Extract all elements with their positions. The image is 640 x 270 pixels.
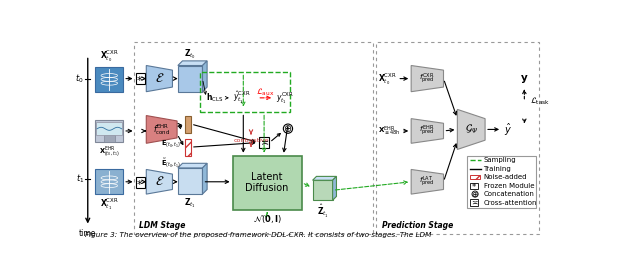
Polygon shape — [147, 116, 177, 143]
Text: Latent
Diffusion: Latent Diffusion — [246, 172, 289, 193]
Bar — [95, 67, 123, 92]
Polygon shape — [178, 168, 202, 194]
Polygon shape — [147, 66, 172, 92]
Polygon shape — [178, 163, 207, 168]
Text: Sampling: Sampling — [484, 157, 516, 163]
Circle shape — [284, 124, 292, 133]
Polygon shape — [312, 176, 337, 180]
Polygon shape — [411, 119, 444, 143]
Text: $\tilde{\mathbf{E}}_{(t_0,t_1)}$: $\tilde{\mathbf{E}}_{(t_0,t_1)}$ — [161, 157, 182, 170]
Polygon shape — [178, 66, 202, 92]
Text: $\mathbf{y}$: $\mathbf{y}$ — [520, 73, 529, 85]
Text: $\hat{y}$: $\hat{y}$ — [504, 121, 512, 137]
Text: $f^{\mathrm{EHR}}_{\mathrm{cond}}$: $f^{\mathrm{EHR}}_{\mathrm{cond}}$ — [153, 122, 170, 137]
Polygon shape — [458, 109, 485, 149]
Text: $\mathcal{L}_{\mathrm{task}}$: $\mathcal{L}_{\mathrm{task}}$ — [530, 96, 550, 107]
Text: $\asymp$: $\asymp$ — [470, 198, 479, 207]
Text: $\mathbf{X}^{\mathrm{EHR}}_{\leq 48\mathrm{h}}$: $\mathbf{X}^{\mathrm{EHR}}_{\leq 48\math… — [378, 124, 401, 138]
Polygon shape — [333, 176, 337, 200]
Text: Noise-added: Noise-added — [484, 174, 527, 180]
Text: $\oplus$: $\oplus$ — [471, 190, 479, 199]
Polygon shape — [411, 66, 444, 92]
Text: Frozen Module: Frozen Module — [484, 183, 534, 189]
Bar — [95, 170, 123, 194]
Text: $\mathbf{Z}_{t_1}$: $\mathbf{Z}_{t_1}$ — [184, 196, 196, 210]
Text: $\mathcal{N}(\mathbf{0},\mathbf{I})$: $\mathcal{N}(\mathbf{0},\mathbf{I})$ — [253, 213, 282, 225]
Text: $f^{\mathrm{CXR}}_{\mathrm{pred}}$: $f^{\mathrm{CXR}}_{\mathrm{pred}}$ — [419, 71, 435, 86]
Text: $\hat{\mathbf{Z}}_{t_1}$: $\hat{\mathbf{Z}}_{t_1}$ — [317, 203, 328, 220]
Text: contrastive: contrastive — [233, 138, 269, 143]
Text: $\mathcal{E}$: $\mathcal{E}$ — [155, 175, 164, 188]
Polygon shape — [411, 170, 444, 194]
Bar — [470, 183, 478, 189]
Text: $*$: $*$ — [136, 74, 144, 84]
Text: $\oplus$: $\oplus$ — [284, 123, 292, 134]
Text: $\mathbf{h}_{\mathrm{CLS}}$: $\mathbf{h}_{\mathrm{CLS}}$ — [206, 92, 224, 104]
FancyBboxPatch shape — [259, 137, 269, 148]
Text: $\mathcal{L}_{\mathrm{aux}}$: $\mathcal{L}_{\mathrm{aux}}$ — [255, 87, 274, 98]
Text: $\mathbf{X}^{\mathrm{CXR}}_{t_1}$: $\mathbf{X}^{\mathrm{CXR}}_{t_1}$ — [100, 196, 119, 212]
Polygon shape — [202, 61, 207, 92]
Bar — [470, 175, 480, 180]
Text: $\asymp$: $\asymp$ — [259, 137, 269, 147]
Text: Cross-attention: Cross-attention — [484, 200, 537, 205]
Bar — [96, 122, 122, 135]
Text: $\mathbf{X}^{\mathrm{CXR}}_{t_0}$: $\mathbf{X}^{\mathrm{CXR}}_{t_0}$ — [378, 71, 397, 87]
Circle shape — [472, 191, 478, 197]
Text: $t_1$: $t_1$ — [76, 173, 84, 185]
Text: $\mathcal{G}_\psi$: $\mathcal{G}_\psi$ — [465, 123, 477, 136]
Bar — [470, 200, 478, 206]
Text: Prediction Stage: Prediction Stage — [382, 221, 453, 229]
Text: $f^{\mathrm{EHR}}_{\mathrm{pred}}$: $f^{\mathrm{EHR}}_{\mathrm{pred}}$ — [419, 124, 435, 138]
Text: $*$: $*$ — [471, 181, 477, 190]
Text: $\mathcal{E}$: $\mathcal{E}$ — [155, 72, 164, 85]
Text: $\mathbf{E}_{(t_0,t_1)}$: $\mathbf{E}_{(t_0,t_1)}$ — [161, 138, 182, 149]
Polygon shape — [147, 170, 172, 194]
Text: $t_0$: $t_0$ — [76, 72, 84, 85]
Text: $y^{\mathrm{CXR}}_{t_1}$: $y^{\mathrm{CXR}}_{t_1}$ — [276, 90, 294, 106]
Bar — [104, 135, 115, 142]
FancyBboxPatch shape — [232, 156, 302, 210]
Bar — [95, 120, 123, 142]
Bar — [185, 139, 191, 156]
Text: Concatenation: Concatenation — [484, 191, 534, 197]
Text: $\mathbf{X}^{\mathrm{CXR}}_{t_0}$: $\mathbf{X}^{\mathrm{CXR}}_{t_0}$ — [100, 48, 119, 64]
FancyBboxPatch shape — [467, 156, 536, 208]
Text: $\hat{y}^{\mathrm{CXR}}_{t_1}$: $\hat{y}^{\mathrm{CXR}}_{t_1}$ — [232, 90, 250, 106]
Text: $*$: $*$ — [136, 178, 144, 188]
Polygon shape — [202, 163, 207, 194]
Text: LDM Stage: LDM Stage — [140, 221, 186, 229]
Text: Figure 3: The overview of the proposed framework DDL-CXR. It consists of two sta: Figure 3: The overview of the proposed f… — [84, 232, 431, 238]
Text: time: time — [79, 229, 97, 238]
Polygon shape — [178, 61, 207, 66]
Polygon shape — [312, 180, 333, 200]
Text: $\mathbf{Z}_{t_0}$: $\mathbf{Z}_{t_0}$ — [184, 47, 196, 61]
Text: Training: Training — [484, 166, 511, 172]
Text: $f^{\mathrm{LAT}}_{\mathrm{pred}}$: $f^{\mathrm{LAT}}_{\mathrm{pred}}$ — [419, 174, 435, 189]
Text: $\mathbf{X}^{\mathrm{EHR}}_{(t_0,t_1)}$: $\mathbf{X}^{\mathrm{EHR}}_{(t_0,t_1)}$ — [99, 145, 120, 159]
FancyBboxPatch shape — [185, 116, 191, 133]
